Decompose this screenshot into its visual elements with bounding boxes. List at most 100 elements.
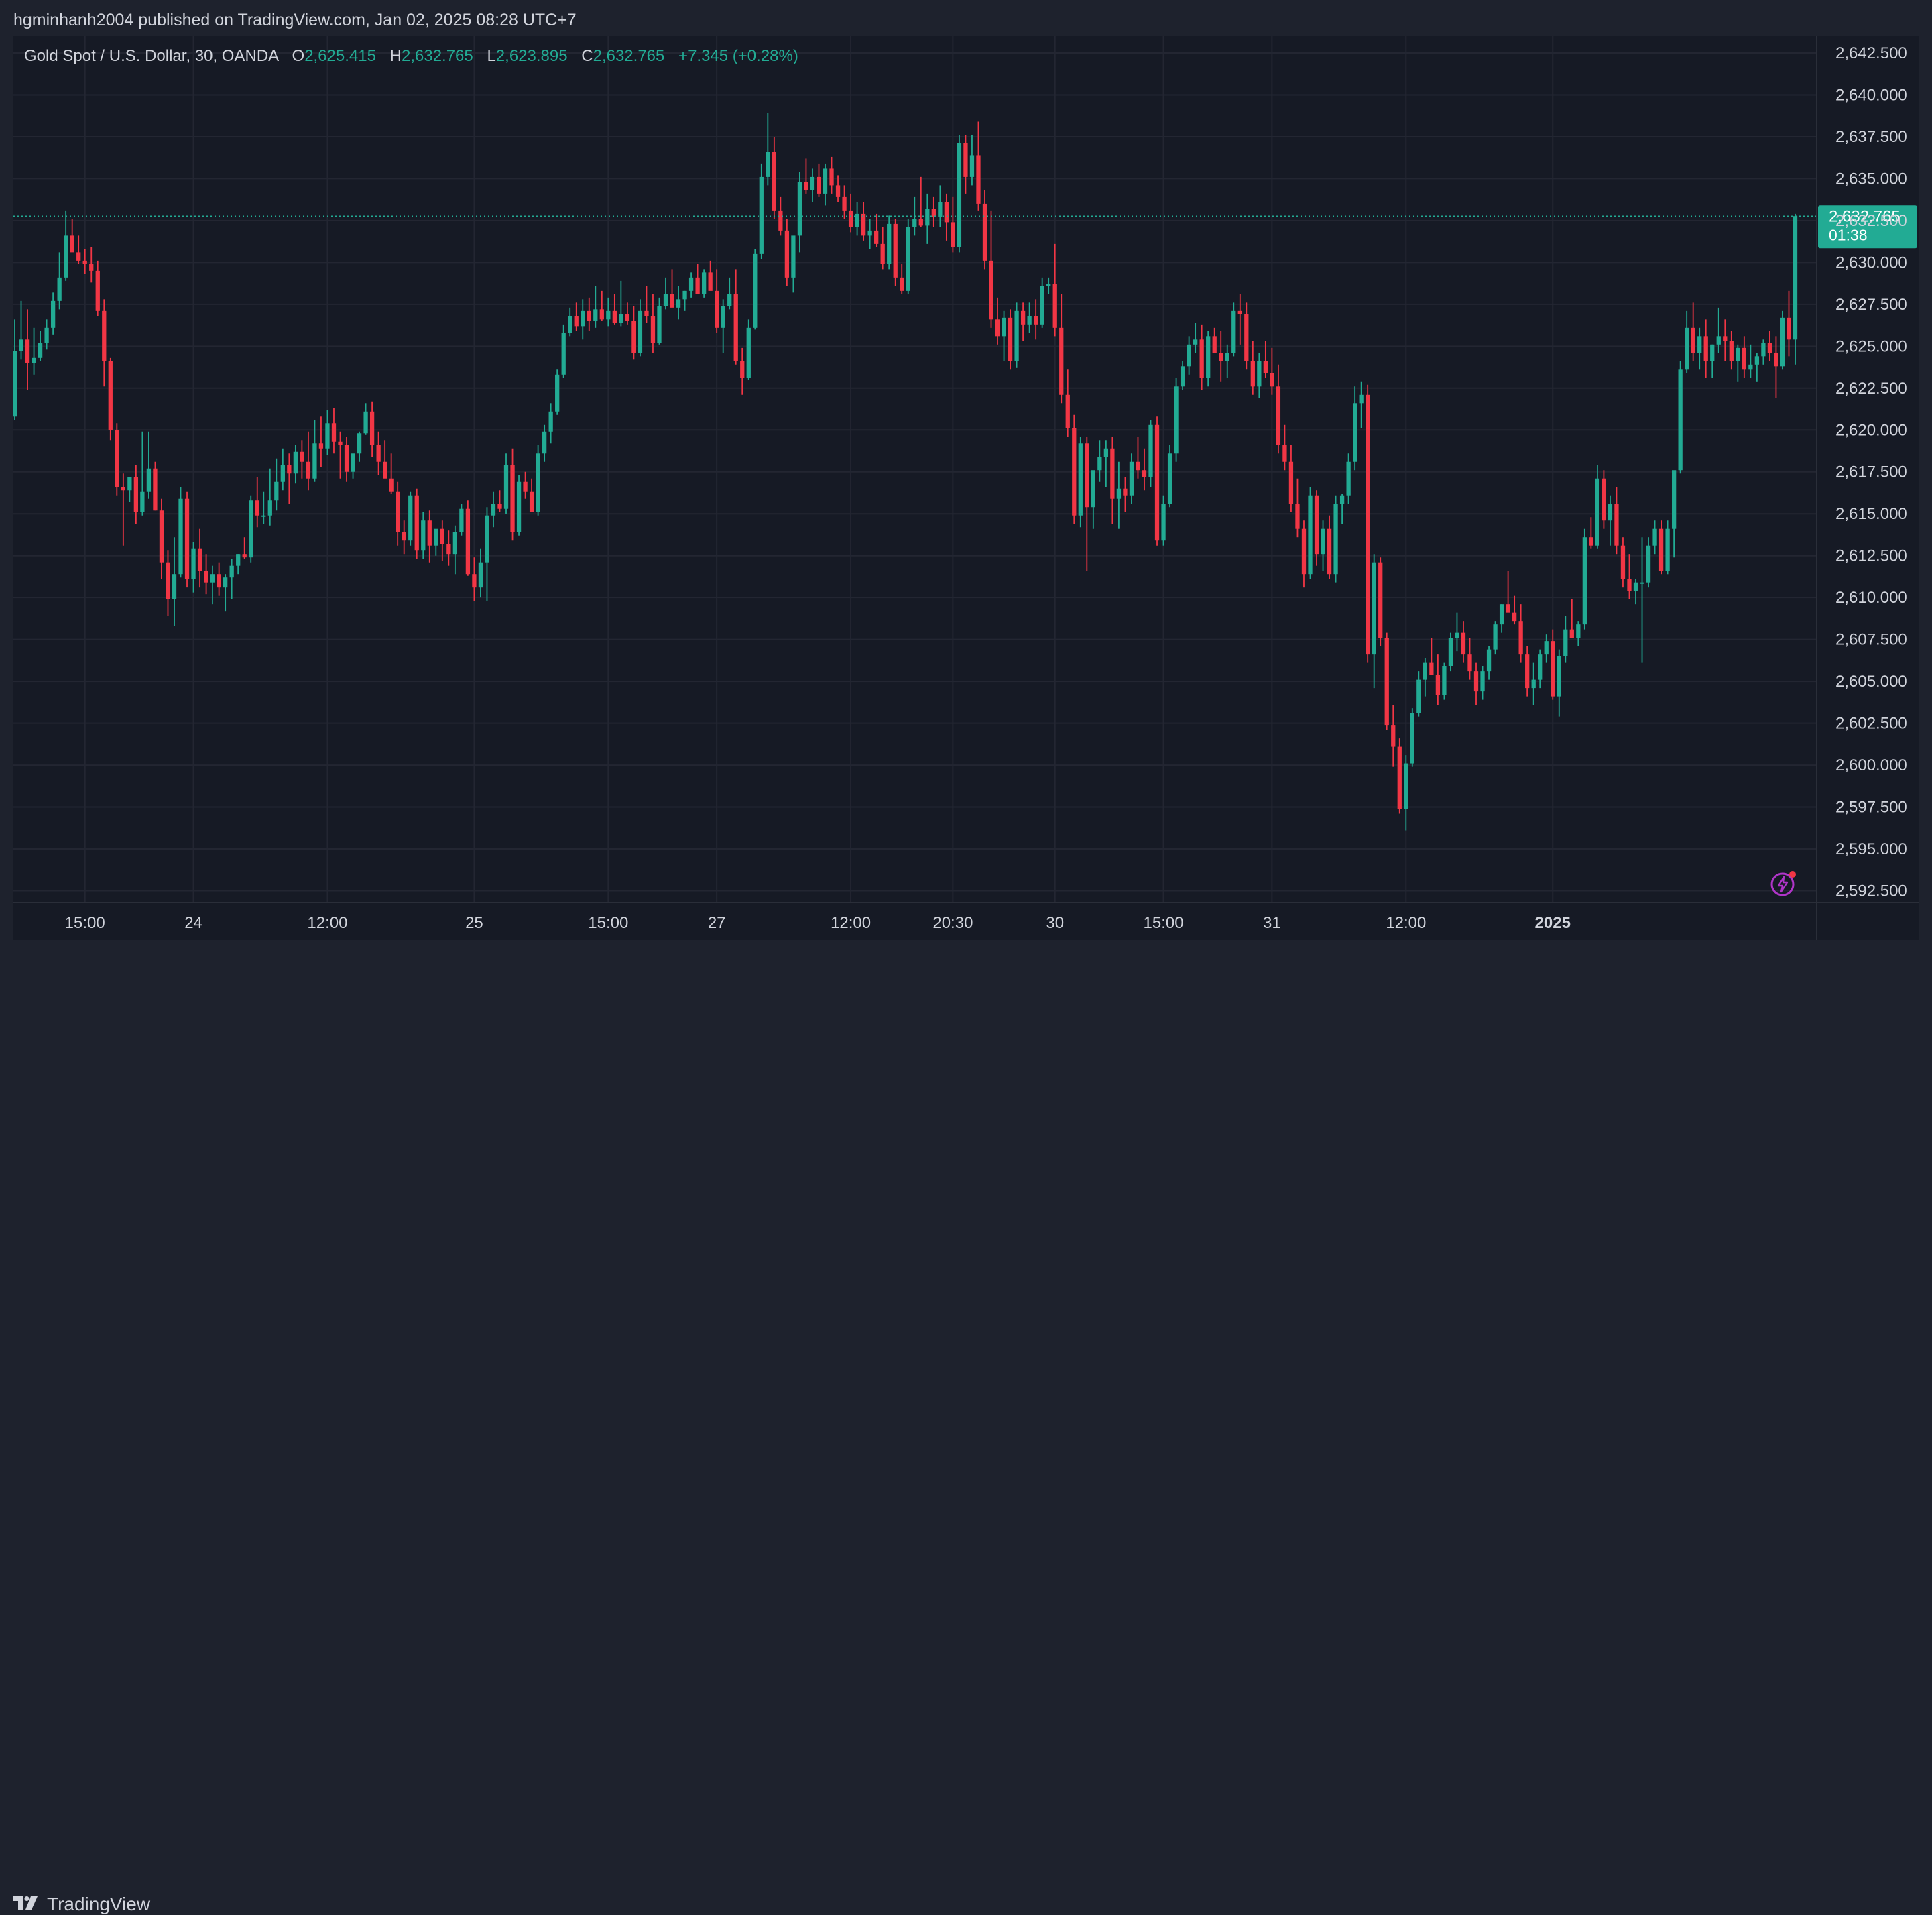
candle: [900, 264, 904, 294]
candle: [38, 331, 43, 361]
candle: [64, 210, 68, 281]
candle-body: [555, 374, 560, 412]
candle: [1703, 319, 1708, 378]
candle: [166, 550, 170, 616]
candle-body: [1742, 347, 1746, 370]
candle-body: [1557, 656, 1561, 697]
candle-body: [331, 423, 337, 442]
candle-body: [682, 290, 687, 300]
candle-body: [612, 310, 617, 323]
candle: [784, 219, 790, 286]
candle: [465, 500, 471, 576]
candle: [1646, 537, 1651, 588]
lightning-bolt-icon[interactable]: [1770, 870, 1797, 897]
candle-body: [938, 202, 943, 217]
chart-pane[interactable]: 2,632.765 01:38 2,642.500 2,640.000 2,637.5…: [13, 36, 1919, 940]
candle-body: [867, 230, 872, 236]
candle: [1123, 477, 1128, 512]
candle-body: [1257, 361, 1262, 387]
candle: [1671, 470, 1677, 558]
candle-body: [1435, 675, 1441, 695]
candle-body: [210, 574, 215, 583]
candle-body: [1052, 284, 1057, 328]
price-tick-label: 2,620.000: [1835, 421, 1907, 439]
candle-body: [1161, 504, 1166, 541]
candle: [715, 269, 719, 333]
brand[interactable]: TradingView: [13, 1894, 150, 1915]
candle-body: [64, 235, 68, 278]
candle-body: [1589, 537, 1593, 546]
candle-body: [1538, 654, 1543, 680]
candle-body: [1640, 582, 1644, 584]
candle-body: [1493, 624, 1498, 650]
candle: [1359, 381, 1364, 428]
candle-body: [963, 143, 968, 177]
candle-body: [1288, 461, 1294, 504]
candle-body: [1339, 495, 1345, 504]
candle-body: [306, 461, 311, 479]
candle-body: [855, 213, 859, 227]
candle-body: [50, 300, 56, 328]
candle-body: [1723, 336, 1728, 341]
candle: [982, 190, 987, 270]
candle: [1448, 632, 1453, 672]
candle: [1257, 353, 1262, 398]
candle: [89, 247, 94, 283]
price-tick-label: 2,602.500: [1835, 715, 1907, 733]
candle: [804, 158, 808, 194]
candle-body: [1480, 671, 1485, 692]
candle-body: [874, 230, 879, 244]
candle-body: [1384, 638, 1389, 726]
candle: [638, 299, 643, 357]
close-label: C: [581, 47, 593, 65]
candle-body: [1154, 424, 1160, 541]
candle: [1046, 277, 1051, 294]
candle: [223, 574, 228, 612]
candle: [1103, 440, 1109, 487]
candle-body: [1614, 504, 1619, 546]
candle: [1665, 520, 1670, 575]
candle-body: [606, 310, 611, 320]
candle: [1014, 302, 1019, 368]
candle-body: [440, 528, 444, 544]
candle: [1787, 290, 1791, 357]
candle-body: [1237, 310, 1242, 314]
candle-body: [1002, 317, 1006, 337]
candle: [1072, 414, 1077, 524]
candle-body: [1014, 310, 1019, 361]
candle: [957, 135, 962, 253]
candle: [1308, 487, 1313, 579]
candle-body: [1499, 604, 1504, 625]
time-tick-label: 20:30: [932, 914, 973, 932]
candle-body: [510, 465, 515, 532]
candle-body: [1416, 679, 1421, 713]
candle-body: [1333, 504, 1338, 575]
candle: [478, 548, 483, 598]
candle: [1187, 336, 1191, 375]
candle-body: [976, 155, 981, 204]
candle-body: [1665, 528, 1670, 571]
candle-body: [223, 577, 228, 588]
candle-body: [880, 243, 885, 264]
candle-body: [236, 554, 241, 566]
candle-body: [759, 176, 764, 254]
candle-body: [1774, 353, 1778, 367]
candle: [217, 562, 221, 596]
candle-body: [19, 339, 23, 351]
candle-body: [778, 210, 783, 231]
candle-body: [1136, 461, 1140, 471]
candle: [733, 269, 738, 365]
candle-body: [688, 277, 694, 291]
candle-body: [1691, 327, 1695, 353]
candle: [204, 554, 208, 595]
candle-body: [465, 508, 471, 575]
candle-body: [644, 310, 649, 316]
candle-body: [1455, 632, 1459, 638]
candle-body: [995, 319, 1000, 337]
candle: [1282, 424, 1287, 471]
candle: [510, 448, 515, 541]
candle: [1531, 662, 1536, 705]
candle-body: [338, 441, 343, 445]
candle-body: [619, 314, 623, 323]
